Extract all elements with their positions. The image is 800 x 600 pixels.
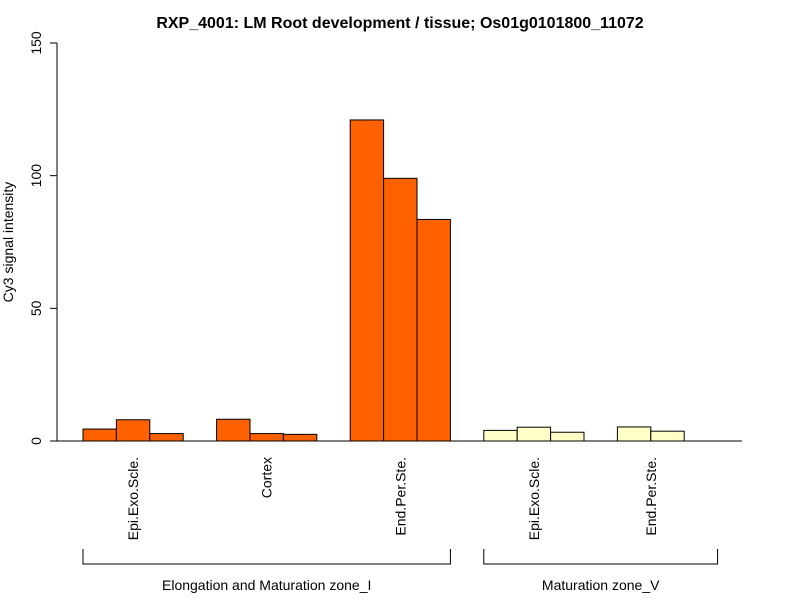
group-bracket bbox=[483, 549, 719, 565]
x-tick-labels: Epi.Exo.Scle. Cortex End.Per.Ste. Epi.Exo.S… bbox=[125, 457, 659, 540]
y-tick-label: 150 bbox=[28, 31, 44, 55]
bar bbox=[516, 426, 552, 442]
x-tick-label: End.Per.Ste. bbox=[392, 457, 408, 536]
y-axis-label: Cy3 signal intensity bbox=[0, 182, 16, 303]
chart-title: RXP_4001: LM Root development / tissue; … bbox=[156, 15, 643, 32]
group-bracket bbox=[82, 549, 451, 565]
group-brackets: Elongation and Maturation zone_I Maturati… bbox=[82, 549, 719, 593]
bar bbox=[650, 430, 685, 442]
bar bbox=[383, 177, 418, 442]
y-tick-label: 100 bbox=[28, 164, 44, 188]
bar bbox=[616, 426, 652, 442]
x-tick-label: Cortex bbox=[259, 457, 275, 498]
bar bbox=[483, 429, 518, 442]
x-tick-label: End.Per.Ste. bbox=[643, 457, 659, 536]
bar bbox=[416, 218, 451, 442]
bar bbox=[550, 431, 585, 442]
x-tick-label: Epi.Exo.Scle. bbox=[125, 457, 141, 540]
bar bbox=[349, 119, 385, 442]
bar bbox=[82, 428, 117, 442]
x-tick-label: Epi.Exo.Scle. bbox=[526, 457, 542, 540]
bar bbox=[115, 419, 151, 442]
y-axis: 0 50 100 150 bbox=[28, 31, 58, 445]
bar-series bbox=[82, 119, 685, 442]
bar bbox=[282, 433, 318, 442]
group-label: Maturation zone_V bbox=[542, 577, 660, 593]
bar bbox=[149, 433, 184, 442]
y-tick-label: 0 bbox=[28, 437, 44, 445]
bar bbox=[249, 433, 284, 442]
group-label: Elongation and Maturation zone_I bbox=[162, 577, 371, 593]
bar bbox=[216, 418, 251, 442]
y-tick-label: 50 bbox=[28, 300, 44, 316]
